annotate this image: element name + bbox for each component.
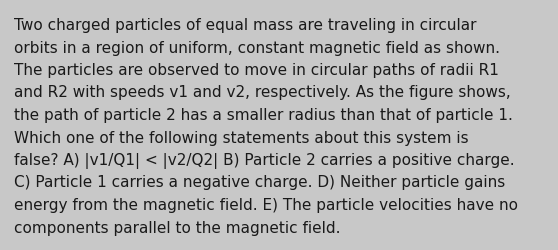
Text: components parallel to the magnetic field.: components parallel to the magnetic fiel… [14, 220, 340, 234]
Text: Which one of the following statements about this system is: Which one of the following statements ab… [14, 130, 469, 145]
Text: the path of particle 2 has a smaller radius than that of particle 1.: the path of particle 2 has a smaller rad… [14, 108, 513, 122]
Text: false? A) |v1/Q1| < |v2/Q2| B) Particle 2 carries a positive charge.: false? A) |v1/Q1| < |v2/Q2| B) Particle … [14, 152, 514, 168]
Text: C) Particle 1 carries a negative charge. D) Neither particle gains: C) Particle 1 carries a negative charge.… [14, 175, 505, 190]
Text: and R2 with speeds v1 and v2, respectively. As the figure shows,: and R2 with speeds v1 and v2, respective… [14, 85, 511, 100]
Text: energy from the magnetic field. E) The particle velocities have no: energy from the magnetic field. E) The p… [14, 197, 518, 212]
Text: The particles are observed to move in circular paths of radii R1: The particles are observed to move in ci… [14, 63, 499, 78]
Text: Two charged particles of equal mass are traveling in circular: Two charged particles of equal mass are … [14, 18, 477, 33]
Text: orbits in a region of uniform, constant magnetic field as shown.: orbits in a region of uniform, constant … [14, 40, 500, 55]
